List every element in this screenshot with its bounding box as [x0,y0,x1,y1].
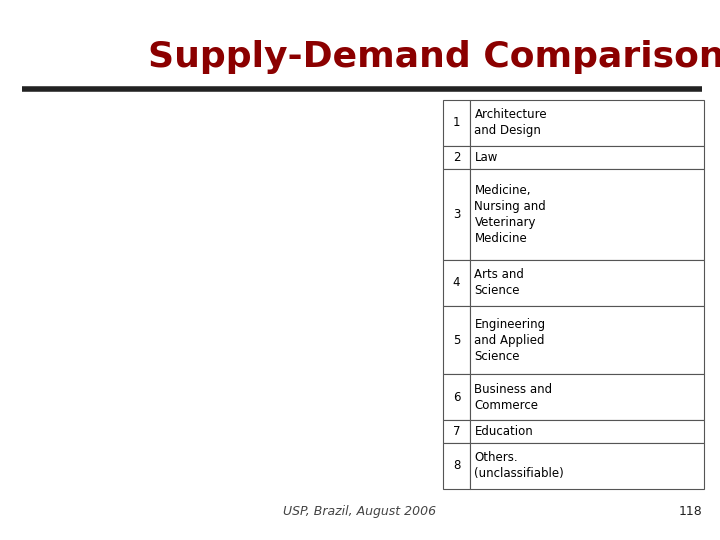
Text: Law: Law [474,151,498,164]
Text: 5: 5 [453,334,460,347]
Text: Architecture
and Design: Architecture and Design [474,109,547,137]
Bar [443,146,470,168]
Bar [443,100,470,146]
Bar [470,420,704,443]
Bar [470,146,704,168]
Bar [470,374,704,420]
Text: Supply-Demand Comparison: Supply-Demand Comparison [148,40,720,75]
Bar [470,260,704,306]
Text: 8: 8 [453,460,460,472]
Text: Education: Education [474,425,534,438]
Bar [443,260,470,306]
Bar [443,443,470,489]
Bar [470,306,704,374]
Text: 2: 2 [453,151,460,164]
Bar [470,100,704,146]
Text: Medicine,
Nursing and
Veterinary
Medicine: Medicine, Nursing and Veterinary Medicin… [474,184,546,245]
Text: 4: 4 [453,276,460,289]
Bar [470,168,704,260]
Text: 7: 7 [453,425,460,438]
Bar [443,420,470,443]
Text: Engineering
and Applied
Science: Engineering and Applied Science [474,318,546,362]
Bar [470,443,704,489]
Text: Business and
Commerce: Business and Commerce [474,383,553,411]
Bar [443,168,470,260]
Text: 6: 6 [453,391,460,404]
Bar [443,374,470,420]
Text: 3: 3 [453,208,460,221]
Text: Arts and
Science: Arts and Science [474,268,524,298]
Text: USP, Brazil, August 2006: USP, Brazil, August 2006 [284,505,436,518]
Text: 1: 1 [453,116,460,129]
Text: 118: 118 [678,505,702,518]
Text: Others.
(unclassifiable): Others. (unclassifiable) [474,451,564,480]
Bar [443,306,470,374]
